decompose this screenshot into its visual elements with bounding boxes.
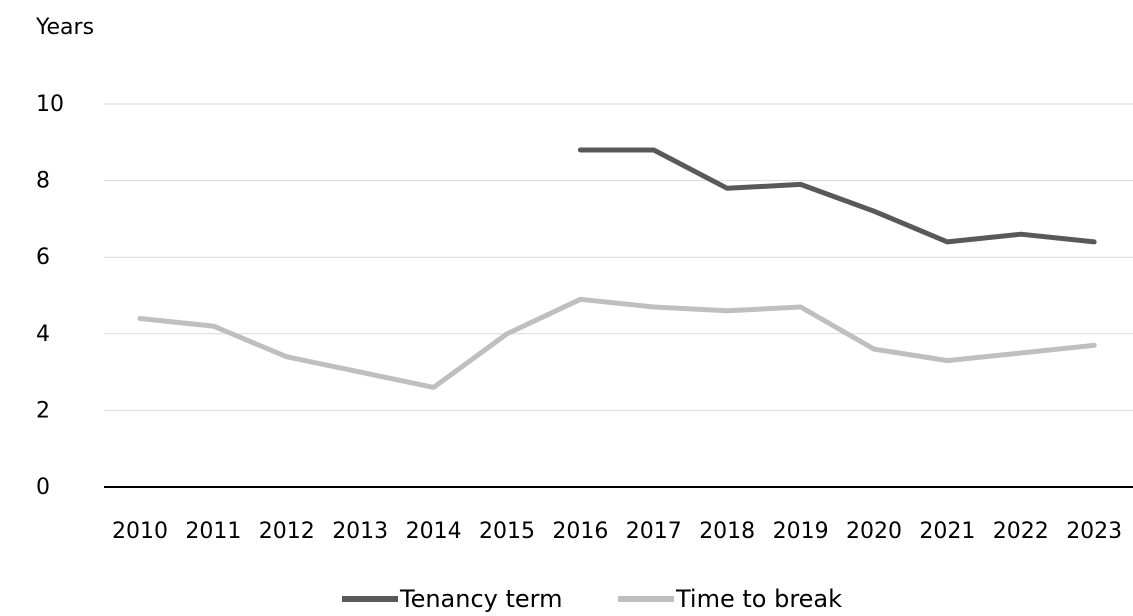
- x-tick-labels: 2010 2011 2012 2013 2014 2015 2016 2017 2018 2019…: [112, 519, 1122, 544]
- legend-label-time-to-break: Time to break: [675, 585, 842, 613]
- x-tick-label: 2014: [406, 519, 462, 544]
- x-tick-label: 2011: [185, 519, 241, 544]
- x-tick-label: 2021: [919, 519, 975, 544]
- y-tick-label: 4: [36, 322, 50, 347]
- x-tick-label: 2015: [479, 519, 535, 544]
- y-axis-title: Years: [35, 15, 94, 40]
- gridlines: [104, 103, 1133, 411]
- legend-label-tenancy-term: Tenancy term: [399, 585, 563, 613]
- x-tick-label: 2017: [626, 519, 682, 544]
- x-tick-label: 2018: [699, 519, 755, 544]
- x-tick-label: 2020: [846, 519, 902, 544]
- y-tick-label: 6: [36, 245, 50, 270]
- legend: Tenancy term Time to break: [342, 585, 842, 613]
- x-tick-label: 2023: [1066, 519, 1122, 544]
- x-tick-label: 2022: [993, 519, 1049, 544]
- series-lines: [137, 147, 1097, 390]
- series-line-0: [577, 147, 1097, 245]
- x-tick-label: 2012: [259, 519, 315, 544]
- x-tick-label: 2013: [332, 519, 388, 544]
- y-tick-label: 10: [36, 92, 64, 117]
- y-tick-label: 8: [36, 169, 50, 194]
- y-tick-label: 2: [36, 398, 50, 423]
- series-line-1: [137, 296, 1097, 390]
- y-tick-labels: 0 2 4 6 8 10: [36, 92, 64, 500]
- x-tick-label: 2016: [552, 519, 608, 544]
- x-tick-label: 2019: [773, 519, 829, 544]
- y-tick-label: 0: [36, 475, 50, 500]
- x-tick-label: 2010: [112, 519, 168, 544]
